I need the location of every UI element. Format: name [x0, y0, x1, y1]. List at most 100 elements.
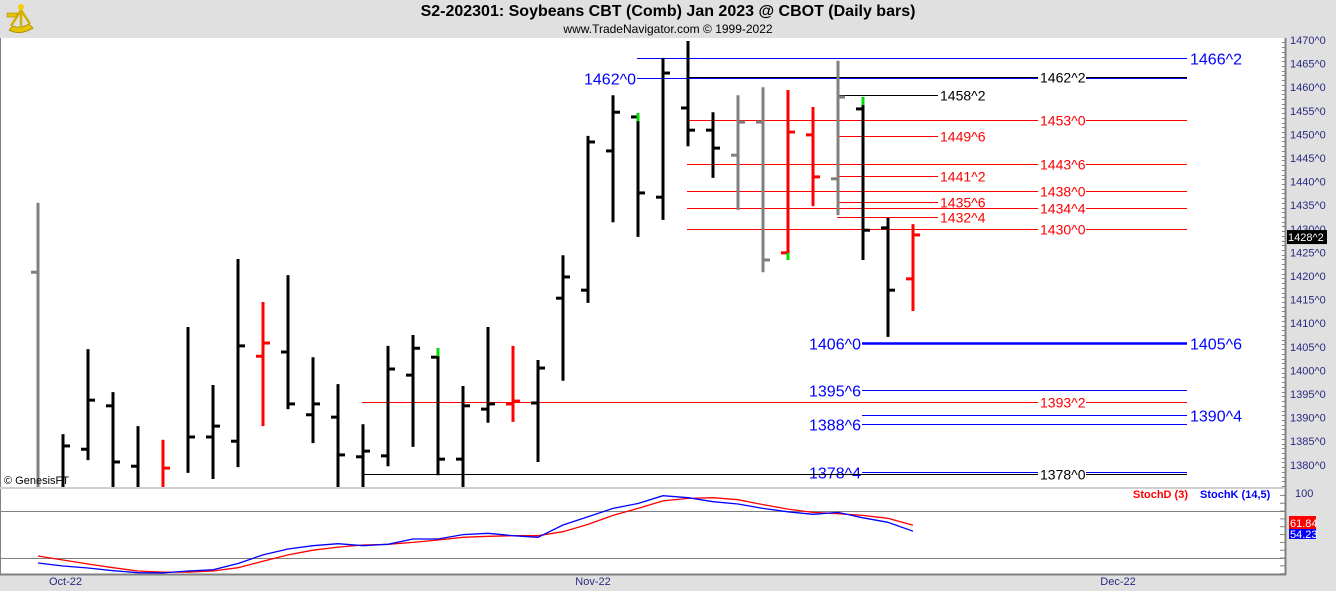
- ohlc-bar: [556, 255, 570, 381]
- ohlc-bar: [881, 217, 895, 337]
- level-label: 1434^4: [1040, 201, 1086, 217]
- price-axis-label: 1425^0: [1290, 247, 1326, 259]
- ohlc-bar: [481, 326, 495, 423]
- level-label-background: [1038, 394, 1086, 411]
- ohlc-bar: [806, 107, 820, 207]
- date-axis-label: Dec-22: [1100, 576, 1135, 588]
- level-label-background: [938, 87, 986, 104]
- ohlc-bar: [456, 385, 470, 487]
- level-label: 1432^4: [940, 210, 986, 226]
- stochk-value-tag: [1289, 529, 1316, 539]
- ohlc-bar: [31, 202, 40, 487]
- price-axis-label: 1380^0: [1290, 460, 1326, 472]
- level-label-background: [938, 209, 986, 226]
- stochastic-axis-label: 100: [1295, 488, 1313, 500]
- ohlc-bar: [106, 392, 120, 487]
- ohlc-bar: [406, 335, 420, 447]
- sextant-logo-icon: [6, 4, 34, 33]
- stochd-legend: StochD (3): [1133, 489, 1188, 501]
- ohlc-bar: [306, 357, 320, 444]
- ohlc-bar: [706, 112, 720, 178]
- level-label-background: [938, 128, 986, 145]
- level-label: 1453^0: [1040, 113, 1086, 129]
- level-label-background: [1038, 183, 1086, 200]
- ohlc-bar: [606, 95, 620, 223]
- ohlc-bar: [256, 301, 270, 427]
- ohlc-bar: [831, 60, 845, 216]
- ohlc-bar: [231, 259, 245, 468]
- level-label-background: [1038, 112, 1086, 129]
- price-axis-label: 1455^0: [1290, 106, 1326, 118]
- date-axis-label: Oct-22: [49, 576, 82, 588]
- level-label: 1435^6: [940, 195, 986, 211]
- level-label-background: [1038, 200, 1086, 217]
- price-axis-label: 1435^0: [1290, 200, 1326, 212]
- ohlc-bar: [331, 384, 345, 487]
- last-price-label: 1428^2: [1288, 232, 1324, 244]
- price-axis-label: 1445^0: [1290, 153, 1326, 165]
- level-label-background: [938, 168, 986, 185]
- ohlc-bar: [906, 224, 920, 311]
- ohlc-bar: [531, 360, 545, 462]
- level-label: 1430^0: [1040, 222, 1086, 238]
- price-axis-label: 1415^0: [1290, 295, 1326, 307]
- ohlc-bar: [381, 345, 395, 467]
- price-axis-label: 1450^0: [1290, 129, 1326, 141]
- ohlc-bar: [81, 349, 95, 461]
- price-axis-label: 1400^0: [1290, 365, 1326, 377]
- level-label: 1378^0: [1040, 467, 1086, 483]
- copyright-label: © GenesisFT: [4, 475, 69, 487]
- level-label: 1458^2: [940, 88, 986, 104]
- ohlc-bar: [681, 40, 695, 147]
- ohlc-bar: [506, 345, 520, 422]
- price-axis-label: 1405^0: [1290, 342, 1326, 354]
- level-label-background: [1038, 69, 1086, 86]
- price-axis-label: 1390^0: [1290, 413, 1326, 425]
- stochastic-panel-background: [0, 489, 1285, 574]
- stochk-value-label: 54.23: [1290, 529, 1318, 541]
- ohlc-bar: [656, 57, 670, 220]
- level-label: 1390^4: [1190, 409, 1242, 426]
- last-price-tag: [1287, 230, 1327, 245]
- price-axis-label: 1420^0: [1290, 271, 1326, 283]
- level-label-background: [1038, 466, 1086, 483]
- level-label: 1443^6: [1040, 157, 1086, 173]
- ohlc-bar: [356, 424, 370, 487]
- level-label: 1405^6: [1190, 337, 1242, 354]
- level-label: 1393^2: [1040, 395, 1086, 411]
- ohlc-bar: [431, 348, 445, 476]
- chart-title: S2-202301: Soybeans CBT (Comb) Jan 2023 …: [420, 3, 916, 20]
- level-label: 1466^2: [1190, 52, 1242, 69]
- level-label: 1395^6: [809, 384, 861, 401]
- price-axis-label: 1410^0: [1290, 318, 1326, 330]
- date-axis-label: Nov-22: [575, 576, 610, 588]
- level-label-background: [1038, 156, 1086, 173]
- stochd-value-tag: [1289, 516, 1316, 529]
- stochk-line: [37, 495, 914, 574]
- price-axis-label: 1440^0: [1290, 177, 1326, 189]
- ohlc-bar: [61, 434, 70, 487]
- level-label: 1388^6: [809, 418, 861, 435]
- level-label-background: [938, 194, 986, 211]
- ohlc-bar: [756, 87, 770, 273]
- ohlc-bar: [206, 385, 220, 479]
- level-label: 1441^2: [940, 169, 986, 185]
- stochk-legend: StochK (14,5): [1200, 489, 1271, 501]
- ohlc-bar: [281, 275, 295, 410]
- ohlc-bar: [161, 439, 170, 487]
- ohlc-bar: [731, 95, 745, 210]
- chart-subtitle: www.TradeNavigator.com © 1999-2022: [563, 22, 773, 36]
- price-axis-label: 1385^0: [1290, 436, 1326, 448]
- ohlc-bar: [781, 90, 795, 260]
- level-label: 1438^0: [1040, 184, 1086, 200]
- level-label-background: [1038, 221, 1086, 238]
- stochd-line: [37, 497, 914, 573]
- price-axis-label: 1465^0: [1290, 59, 1326, 71]
- ohlc-bar: [631, 113, 645, 237]
- ohlc-bar: [856, 97, 870, 260]
- price-axis-label: 1460^0: [1290, 82, 1326, 94]
- ohlc-bar: [131, 426, 140, 487]
- level-label: 1406^0: [809, 337, 861, 354]
- stochd-value-label: 61.84: [1290, 518, 1318, 530]
